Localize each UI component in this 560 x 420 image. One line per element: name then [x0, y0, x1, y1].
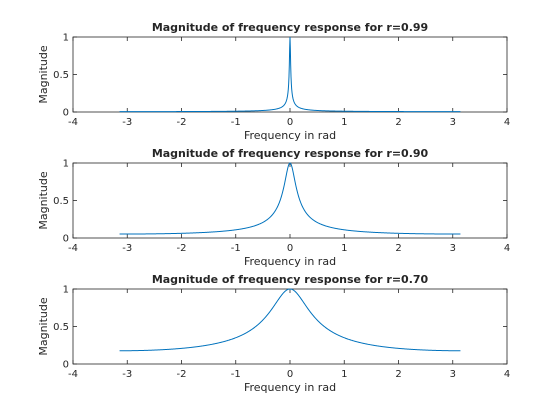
chart-title: Magnitude of frequency response for r=0.… [152, 273, 429, 286]
x-tick-label: 0 [287, 369, 293, 380]
y-tick-label: 0 [63, 108, 69, 119]
x-tick-label: 4 [504, 369, 510, 380]
subplot-2: -4 -3 -2 -1 0 1 2 3 4 0 0.5 1 Magnitude of frequency… [37, 147, 510, 268]
x-tick-label: 3 [450, 117, 456, 128]
series-line [119, 36, 461, 113]
axes-box [72, 162, 508, 239]
x-axis-label: Frequency in rad [244, 255, 336, 268]
chart-title: Magnitude of frequency response for r=0.… [152, 21, 428, 34]
x-tick-label: 1 [341, 243, 347, 254]
y-axis-label: Magnitude [37, 297, 50, 356]
x-tick-label: -2 [177, 369, 187, 380]
x-tick-label: 2 [395, 243, 401, 254]
x-tick-label: -4 [68, 117, 78, 128]
y-axis-label: Magnitude [37, 171, 50, 230]
y-axis-label: Magnitude [37, 45, 50, 104]
x-tick-label: -3 [122, 369, 132, 380]
x-tick-label: -1 [231, 117, 241, 128]
x-tick-label: -2 [177, 117, 187, 128]
x-tick-label: -1 [231, 369, 241, 380]
x-tick-label: 2 [395, 369, 401, 380]
x-axis-label: Frequency in rad [244, 381, 336, 394]
subplot-3: -4 -3 -2 -1 0 1 2 3 4 0 0.5 1 Magnitude of frequency… [37, 273, 510, 394]
x-tick-label: 4 [504, 243, 510, 254]
x-tick-label: -4 [68, 369, 78, 380]
subplot-1: -4 -3 -2 -1 0 1 2 3 4 0 0.5 1 Magnitude of frequency… [37, 21, 510, 142]
series-line [119, 162, 461, 235]
y-tick-label: 0.5 [53, 322, 69, 333]
x-tick-label: 3 [450, 369, 456, 380]
y-tick-label: 0 [63, 234, 69, 245]
axes-box [72, 288, 508, 365]
series-line [119, 288, 461, 352]
x-tick-label: 1 [341, 117, 347, 128]
x-tick-label: -3 [122, 243, 132, 254]
x-tick-label: 0 [287, 117, 293, 128]
x-tick-label: 4 [504, 117, 510, 128]
x-tick-label: -1 [231, 243, 241, 254]
x-tick-label: 3 [450, 243, 456, 254]
y-tick-label: 1 [63, 285, 69, 296]
x-tick-label: 2 [395, 117, 401, 128]
x-tick-label: 0 [287, 243, 293, 254]
y-tick-label: 0.5 [53, 70, 69, 81]
y-tick-label: 1 [63, 159, 69, 170]
y-tick-label: 0 [63, 360, 69, 371]
y-tick-label: 1 [63, 33, 69, 44]
x-tick-label: 1 [341, 369, 347, 380]
x-tick-label: -3 [122, 117, 132, 128]
x-axis-label: Frequency in rad [244, 129, 336, 142]
x-tick-label: -2 [177, 243, 187, 254]
y-tick-label: 0.5 [53, 196, 69, 207]
x-tick-label: -4 [68, 243, 78, 254]
chart-title: Magnitude of frequency response for r=0.… [152, 147, 429, 160]
